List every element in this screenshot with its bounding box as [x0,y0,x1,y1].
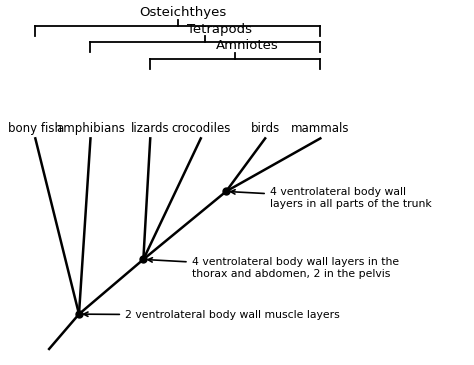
Text: amphibians: amphibians [56,122,125,135]
Text: lizards: lizards [131,122,170,135]
Text: birds: birds [251,122,280,135]
Text: Tetrapods: Tetrapods [187,23,252,35]
Text: 4 ventrolateral body wall
layers in all parts of the trunk: 4 ventrolateral body wall layers in all … [231,187,431,209]
Text: Osteichthyes: Osteichthyes [139,6,226,19]
Text: bony fish: bony fish [9,122,62,135]
Text: mammals: mammals [291,122,350,135]
Text: 4 ventrolateral body wall layers in the
thorax and abdomen, 2 in the pelvis: 4 ventrolateral body wall layers in the … [148,257,399,278]
Text: Amniotes: Amniotes [215,39,278,52]
Text: 2 ventrolateral body wall muscle layers: 2 ventrolateral body wall muscle layers [83,310,340,320]
Text: crocodiles: crocodiles [171,122,230,135]
